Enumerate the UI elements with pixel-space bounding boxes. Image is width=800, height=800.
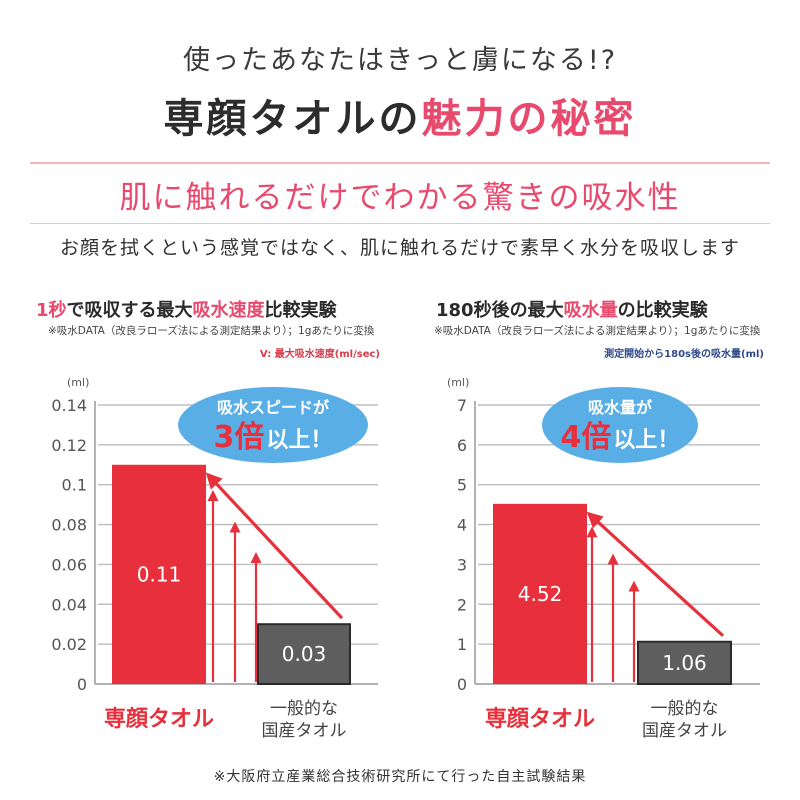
left-y-tick-label: 0.02 xyxy=(51,635,87,654)
right-title-red: 吸水量 xyxy=(563,300,618,321)
right-chart-legend-note: 測定開始から180s後の吸水量(ml) xyxy=(604,349,764,360)
left-callout-tail: 以上！ xyxy=(266,428,332,453)
left-callout-big: 3倍 xyxy=(214,420,265,455)
right-bar-value-1: 1.06 xyxy=(662,651,707,675)
left-chart: (ml) 0 0.02 0.04 0.06 0.08 0.1 0.12 0.14 0.11 0.03… xyxy=(51,376,378,741)
left-title-red: 吸水速度 xyxy=(192,300,265,321)
right-y-tick-label: 5 xyxy=(457,476,467,495)
right-y-tick-label: 1 xyxy=(457,635,467,654)
left-y-tick-label: 0.06 xyxy=(51,555,87,574)
gray-divider xyxy=(30,223,770,224)
right-title-post: の比較実験 xyxy=(617,300,708,321)
left-chart-legend-note: V: 最大吸水速度(ml/sec) xyxy=(259,349,380,360)
right-category-label: 国産タオル xyxy=(642,721,727,741)
right-bar-0 xyxy=(493,503,587,684)
left-y-tick-label: 0 xyxy=(77,675,87,694)
right-category-label: 一般的な xyxy=(651,699,719,719)
left-title-pre: 1秒 xyxy=(36,300,67,321)
right-y-tick-label: 2 xyxy=(457,595,467,614)
left-y-unit: (ml) xyxy=(67,376,89,389)
left-callout-bubble xyxy=(178,387,368,463)
right-trend-arrow xyxy=(586,511,725,637)
right-y-tick-label: 4 xyxy=(457,516,467,535)
headline: 専顔タオルの魅力の秘密 xyxy=(0,86,800,144)
left-category-label: 国産タオル xyxy=(262,721,347,741)
right-y-tick-label: 3 xyxy=(457,555,467,574)
right-y-unit: (ml) xyxy=(447,376,469,389)
left-y-tick-label: 0.1 xyxy=(62,476,87,495)
right-bar-value-0: 4.52 xyxy=(518,582,563,606)
right-callout-bubble xyxy=(542,387,698,463)
right-callout-top: 吸水量が xyxy=(588,398,652,417)
left-bar-1 xyxy=(257,623,351,686)
left-y-tick-label: 0.04 xyxy=(51,595,87,614)
right-chart-title: 180秒後の最大吸水量の比較実験 xyxy=(436,296,708,322)
kicker-text: 使ったあなたはきっと虜になる!? xyxy=(182,45,618,76)
left-category-label: 一般的な xyxy=(270,699,338,719)
headline-accent: 魅力の秘密 xyxy=(421,96,637,142)
lead-text: お顔を拭くという感覚ではなく、肌に触れるだけで素早く水分を吸収します xyxy=(59,237,740,259)
right-title-pre: 180秒後の最大 xyxy=(436,300,564,321)
right-callout-main: 4倍以上！ xyxy=(561,420,680,455)
left-callout-main: 3倍以上！ xyxy=(214,420,333,455)
right-callout-tail: 以上！ xyxy=(613,428,679,453)
left-category-label: 専顔タオル xyxy=(104,706,214,732)
left-title-post: 比較実験 xyxy=(264,300,337,321)
left-y-tick-label: 0.12 xyxy=(51,436,87,455)
subheading: 肌に触れるだけでわかる驚きの吸水性 xyxy=(119,180,681,216)
left-y-tick-label: 0.08 xyxy=(51,516,87,535)
left-callout-top: 吸水スピードが xyxy=(217,398,329,417)
left-bar-value-0: 0.11 xyxy=(137,562,182,586)
headline-main: 専顔タオルの xyxy=(163,96,422,142)
left-chart-title: 1秒で吸収する最大吸水速度比較実験 xyxy=(36,296,337,322)
right-y-tick-label: 0 xyxy=(457,675,467,694)
left-chart-note: ※吸水DATA（改良ラローズ法による測定結果より）；1gあたりに変換 xyxy=(48,325,375,337)
right-y-tick-label: 7 xyxy=(457,396,467,415)
left-trend-arrow xyxy=(205,472,344,620)
left-bar-0 xyxy=(112,464,206,684)
right-y-tick-label: 6 xyxy=(457,436,467,455)
left-title-mid: で吸収する最大 xyxy=(66,300,193,321)
pink-divider xyxy=(30,162,770,164)
right-bar-1 xyxy=(637,640,732,685)
footnote: ※大阪府立産業総合技術研究所にて行った自主試験結果 xyxy=(213,769,587,785)
right-callout-big: 4倍 xyxy=(561,420,612,455)
right-category-label: 専顔タオル xyxy=(485,706,595,732)
right-chart-note: ※吸水DATA（改良ラローズ法による測定結果より）；1gあたりに変換 xyxy=(434,325,761,337)
left-y-tick-label: 0.14 xyxy=(51,396,87,415)
left-bar-value-1: 0.03 xyxy=(282,642,327,666)
